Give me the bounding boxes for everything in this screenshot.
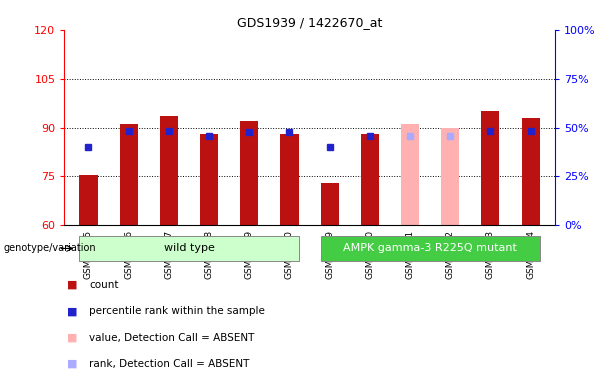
Text: percentile rank within the sample: percentile rank within the sample [89, 306, 265, 316]
Title: GDS1939 / 1422670_at: GDS1939 / 1422670_at [237, 16, 383, 29]
Text: value, Detection Call = ABSENT: value, Detection Call = ABSENT [89, 333, 254, 342]
Bar [441, 128, 459, 225]
Text: ■: ■ [67, 280, 78, 290]
Bar [321, 183, 339, 225]
Text: ■: ■ [67, 306, 78, 316]
Text: ■: ■ [67, 359, 78, 369]
Bar [80, 175, 97, 225]
Text: genotype/variation: genotype/variation [3, 243, 96, 254]
Text: AMPK gamma-3 R225Q mutant: AMPK gamma-3 R225Q mutant [343, 243, 517, 254]
Text: rank, Detection Call = ABSENT: rank, Detection Call = ABSENT [89, 359, 249, 369]
Bar [280, 134, 299, 225]
Text: wild type: wild type [164, 243, 215, 254]
Bar [160, 116, 178, 225]
Bar [120, 124, 138, 225]
Bar [361, 134, 379, 225]
Text: ■: ■ [67, 333, 78, 342]
Bar [522, 118, 539, 225]
Bar [240, 121, 258, 225]
Bar [401, 124, 419, 225]
Text: count: count [89, 280, 118, 290]
Bar [481, 111, 500, 225]
Bar [200, 134, 218, 225]
